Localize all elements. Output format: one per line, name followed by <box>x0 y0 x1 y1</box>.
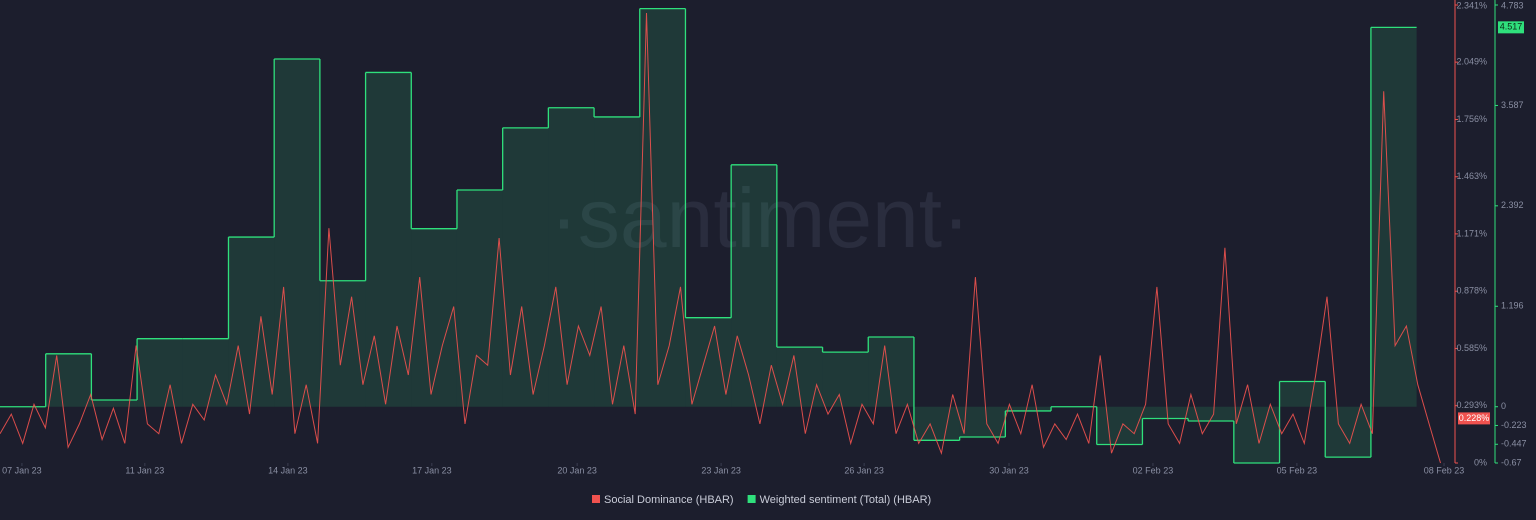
area-step <box>1370 27 1417 407</box>
y2-tick-label: -0.223 <box>1501 420 1527 430</box>
area-step <box>822 352 869 407</box>
area-step <box>1233 406 1280 463</box>
x-tick-label: 08 Feb 23 <box>1424 465 1465 475</box>
area-step <box>1279 381 1326 407</box>
area-step <box>182 338 229 407</box>
area-step <box>1005 406 1052 411</box>
x-tick-label: 14 Jan 23 <box>268 465 308 475</box>
x-tick-label: 02 Feb 23 <box>1133 465 1174 475</box>
y-tick-label: 1.756% <box>1456 114 1487 124</box>
y2-tick-label: 2.392 <box>1501 200 1524 210</box>
area-step <box>91 400 138 407</box>
area-step <box>913 406 960 441</box>
y2-tick-label: 3.587 <box>1501 100 1524 110</box>
x-tick-label: 30 Jan 23 <box>989 465 1029 475</box>
area-step <box>1188 406 1234 422</box>
x-tick-label: 20 Jan 23 <box>557 465 597 475</box>
area-step <box>959 406 1006 437</box>
y-tick-label: 0.585% <box>1456 343 1487 353</box>
y2-tick-label: -0.447 <box>1501 439 1527 449</box>
area-step <box>594 116 640 407</box>
area-step <box>274 59 320 407</box>
y2-tick-label: 1.196 <box>1501 301 1524 311</box>
x-tick-label: 05 Feb 23 <box>1277 465 1318 475</box>
area-step <box>639 8 686 407</box>
y-tick-label: 0% <box>1474 457 1487 467</box>
area-step <box>731 164 777 407</box>
area-step <box>1142 406 1189 419</box>
x-tick-label: 11 Jan 23 <box>125 465 164 475</box>
legend-swatch <box>592 495 600 503</box>
y-tick-label: 2.341% <box>1456 0 1487 10</box>
social-line <box>0 12 1441 464</box>
legend-swatch <box>747 495 756 503</box>
area-step <box>548 107 595 407</box>
area-step <box>1325 406 1371 458</box>
x-tick-label: 07 Jan 23 <box>2 465 42 475</box>
area-step <box>228 237 275 407</box>
area-step <box>411 228 457 407</box>
value-badge <box>1498 21 1524 34</box>
value-badge-label: 0.228% <box>1459 413 1490 423</box>
y2-tick-label: 0 <box>1501 401 1506 411</box>
y-tick-label: 1.463% <box>1456 171 1487 181</box>
value-badge-label: 4.517 <box>1500 22 1523 32</box>
area-step <box>319 280 366 407</box>
y-tick-label: 0.878% <box>1456 286 1487 296</box>
area-step <box>365 72 412 407</box>
y2-tick-label: 4.783 <box>1501 0 1524 10</box>
area-step <box>456 190 503 407</box>
y-tick-label: 0.293% <box>1456 400 1487 410</box>
x-tick-label: 26 Jan 23 <box>844 465 884 475</box>
watermark: ·santiment· <box>550 171 970 265</box>
x-tick-label: 17 Jan 23 <box>412 465 452 475</box>
y-tick-label: 1.171% <box>1456 228 1487 238</box>
legend-label: Social Dominance (HBAR) <box>604 494 734 506</box>
x-tick-label: 23 Jan 23 <box>701 465 741 475</box>
y2-tick-label: -0.67 <box>1501 457 1522 467</box>
legend-label: Weighted sentiment (Total) (HBAR) <box>760 494 932 506</box>
y-tick-label: 2.049% <box>1456 57 1487 67</box>
area-step <box>685 317 732 407</box>
area-step <box>1096 406 1143 445</box>
area-step <box>137 338 183 407</box>
value-badge <box>1458 412 1490 425</box>
